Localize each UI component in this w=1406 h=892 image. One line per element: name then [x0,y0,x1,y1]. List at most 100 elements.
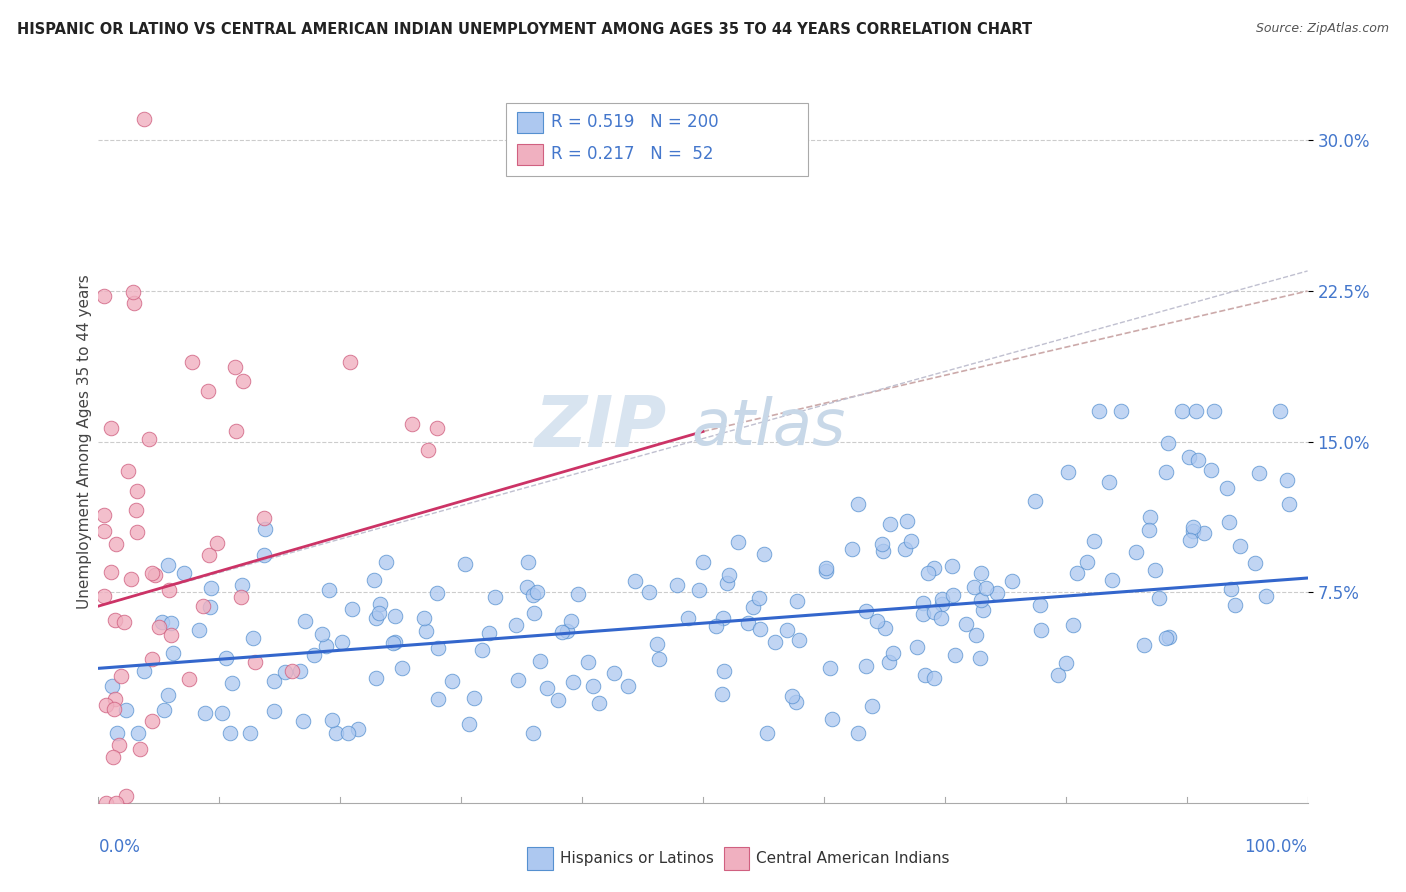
Point [115,789,138,803]
Point [463,691,485,706]
Point [986,586,1008,600]
Point [588,696,610,710]
Point [177,673,200,687]
Point [505,618,527,632]
Point [943,648,966,662]
Point [110,668,132,682]
Point [156,558,179,573]
Point [120,572,142,586]
Point [860,699,883,714]
Point [821,712,844,726]
Point [582,679,605,693]
Point [1199,463,1222,477]
Point [931,597,953,611]
Point [100,565,122,579]
Point [1083,534,1105,549]
Point [141,651,163,665]
Point [929,610,952,624]
Point [330,635,353,649]
Point [1202,404,1225,418]
Point [219,725,242,739]
Point [471,642,494,657]
Point [1139,509,1161,524]
Point [814,564,837,578]
Point [224,359,246,374]
Point [105,725,128,739]
Point [1024,494,1046,508]
Point [1157,436,1180,450]
Text: Hispanics or Latinos: Hispanics or Latinos [560,851,713,865]
Point [900,533,922,548]
Point [263,674,285,689]
Point [896,514,918,528]
Point [1218,515,1240,529]
Point [104,613,127,627]
Point [231,578,253,592]
Point [970,566,993,580]
Point [1185,404,1208,418]
Point [253,548,276,562]
Point [117,464,139,478]
Text: 0.0%: 0.0% [98,838,141,855]
Point [704,619,727,633]
Text: R = 0.519   N = 200: R = 0.519 N = 200 [551,113,718,131]
Point [401,417,423,432]
Point [1216,481,1239,495]
Point [104,691,127,706]
Point [173,566,195,580]
Point [340,602,363,616]
Point [384,609,406,624]
Point [318,583,340,598]
Point [1054,656,1077,670]
Point [941,558,963,573]
Point [194,706,217,720]
Point [841,541,863,556]
Point [970,593,993,607]
Point [364,671,387,685]
Point [1062,618,1084,632]
Point [713,664,735,678]
Point [294,615,316,629]
Point [281,664,304,678]
Point [506,673,529,687]
Point [1178,533,1201,547]
Point [198,548,221,562]
Point [339,355,361,369]
Point [562,674,585,689]
Text: Source: ZipAtlas.com: Source: ZipAtlas.com [1256,22,1389,36]
Point [1178,450,1201,464]
Point [141,566,163,580]
Point [754,547,776,561]
Point [254,522,277,536]
Point [156,688,179,702]
Point [924,672,946,686]
Point [1066,566,1088,580]
Point [648,652,671,666]
Point [96,698,118,713]
Point [426,585,449,599]
Point [454,558,477,572]
Point [870,536,893,550]
Point [138,432,160,446]
Point [516,580,538,594]
Point [602,666,624,681]
Text: R = 0.217   N =  52: R = 0.217 N = 52 [551,145,714,163]
Point [922,561,945,575]
Point [125,503,148,517]
Point [191,599,214,614]
Point [197,384,219,399]
Point [225,424,247,438]
Point [311,627,333,641]
Point [1181,524,1204,538]
Point [263,704,285,718]
Point [93,589,115,603]
Point [368,606,391,620]
Point [560,614,582,628]
Point [134,664,156,678]
Point [748,591,770,605]
Point [551,624,574,639]
Point [382,636,405,650]
Point [1137,523,1160,537]
Point [232,375,254,389]
Point [127,725,149,739]
